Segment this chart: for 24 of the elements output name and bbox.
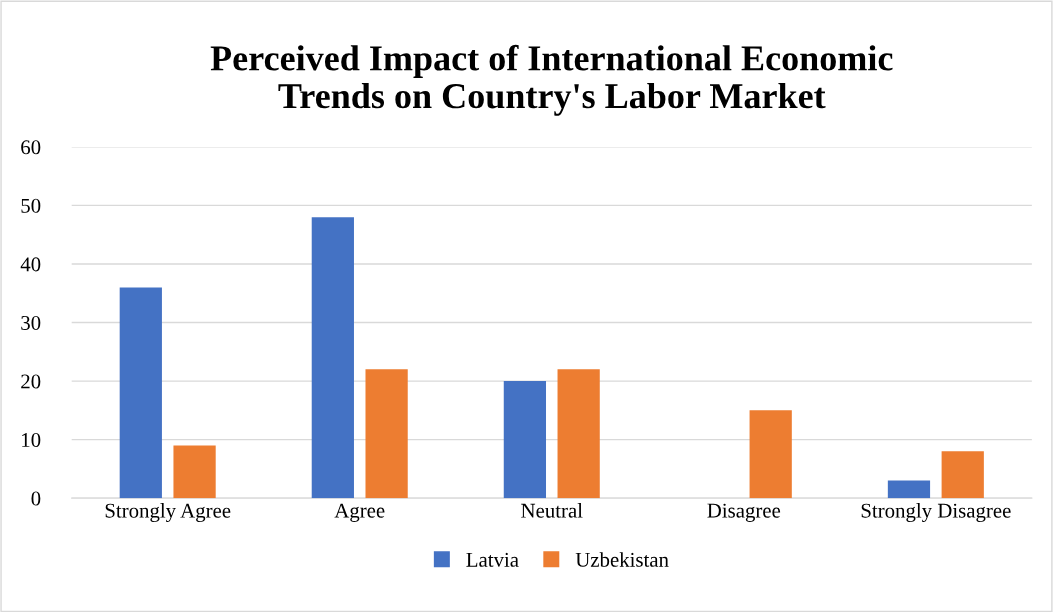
y-tick-label: 60	[21, 140, 41, 155]
y-tick-label: 40	[20, 257, 41, 272]
bar	[887, 480, 931, 499]
x-tick-label: Strongly Agree	[105, 503, 231, 522]
x-tick-label: Neutral	[521, 503, 583, 518]
y-tick-label: 20	[21, 374, 41, 389]
bar	[365, 369, 408, 499]
y-tick-label: 50	[21, 198, 41, 213]
bar	[311, 217, 354, 499]
chart-title: Perceived Impact of International Economic Trends on Country's Labor Market	[210, 44, 893, 116]
bar	[173, 445, 216, 499]
y-tick-label: 30	[21, 315, 41, 330]
x-tick-label: Strongly Disagree	[861, 503, 1011, 522]
bar	[503, 381, 547, 499]
y-tick-label: 10	[22, 432, 41, 448]
bar	[749, 410, 792, 499]
y-tick-label: 0	[31, 491, 41, 506]
x-tick-label: Disagree	[707, 503, 781, 522]
legend-label: Latvia	[466, 552, 519, 567]
legend-label: Uzbekistan	[575, 552, 669, 567]
x-tick-label: Agree	[334, 503, 385, 522]
bar	[941, 451, 984, 499]
bar	[557, 369, 600, 499]
bar	[119, 287, 162, 499]
